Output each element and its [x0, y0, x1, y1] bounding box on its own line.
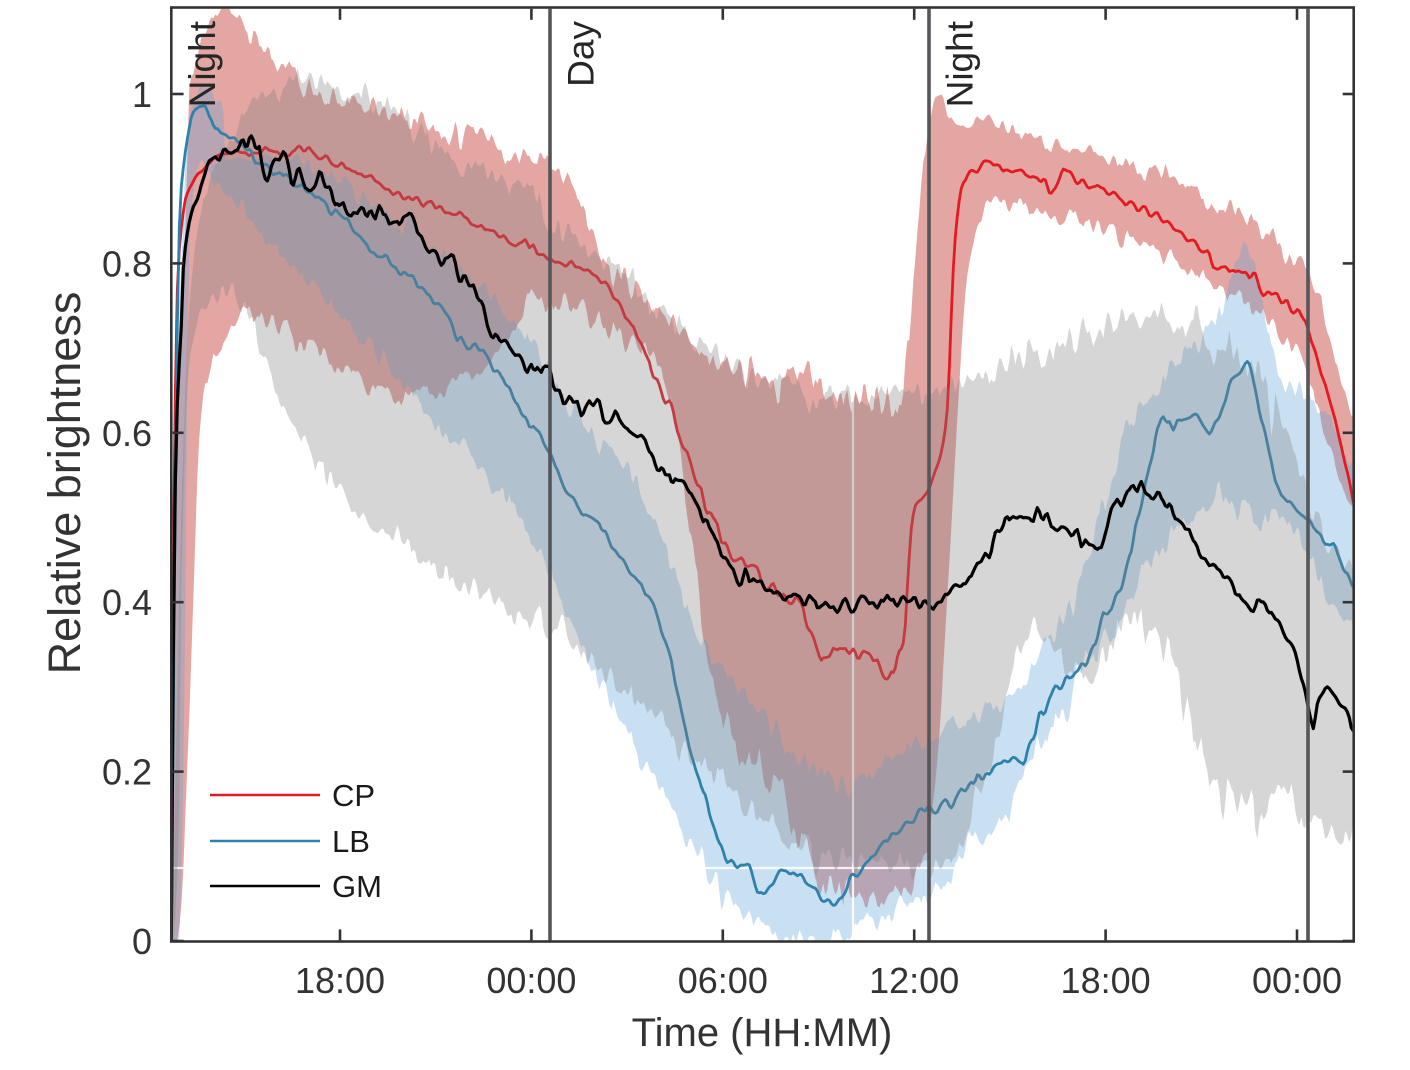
- svg-text:Day: Day: [561, 21, 602, 87]
- svg-text:Time (HH:MM): Time (HH:MM): [632, 1011, 893, 1055]
- svg-text:00:00: 00:00: [486, 960, 576, 1001]
- svg-text:1: 1: [132, 74, 152, 115]
- svg-text:CP: CP: [332, 778, 375, 813]
- svg-text:GM: GM: [332, 869, 382, 904]
- svg-text:0.8: 0.8: [102, 243, 152, 284]
- svg-text:Night: Night: [182, 20, 223, 107]
- svg-text:0: 0: [132, 921, 152, 962]
- svg-text:Night: Night: [940, 20, 981, 107]
- svg-text:0.6: 0.6: [102, 413, 152, 454]
- svg-text:LB: LB: [332, 824, 370, 859]
- svg-text:0.2: 0.2: [102, 752, 152, 793]
- svg-text:00:00: 00:00: [1252, 960, 1342, 1001]
- svg-text:0.4: 0.4: [102, 582, 152, 623]
- svg-text:12:00: 12:00: [869, 960, 959, 1001]
- svg-text:18:00: 18:00: [295, 960, 385, 1001]
- svg-text:Relative brightness: Relative brightness: [39, 292, 90, 675]
- svg-text:06:00: 06:00: [678, 960, 768, 1001]
- svg-text:18:00: 18:00: [1061, 960, 1151, 1001]
